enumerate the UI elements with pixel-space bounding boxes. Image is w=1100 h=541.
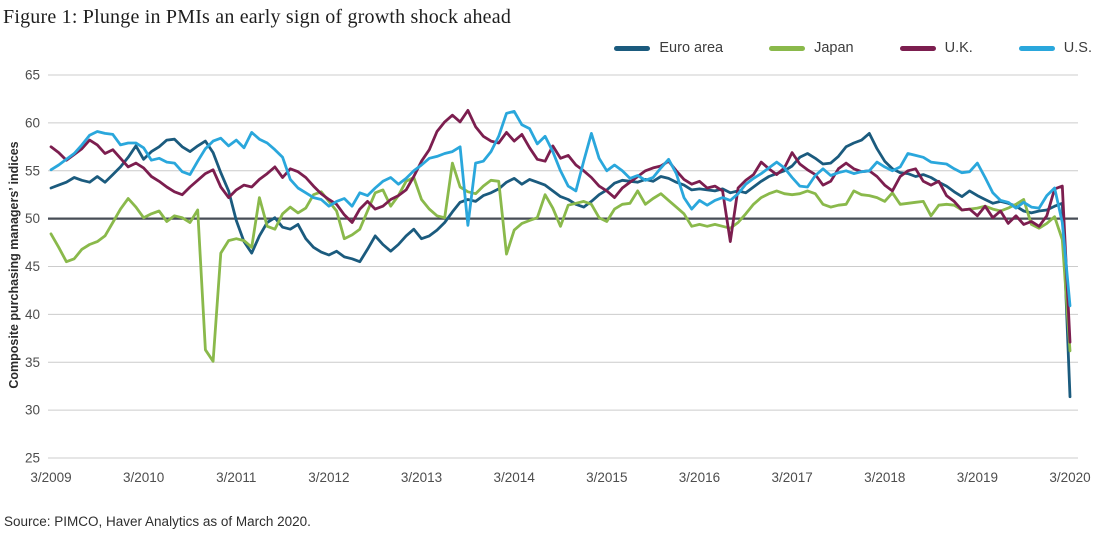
y-tick-label: 30	[25, 403, 40, 418]
y-axis-title: Composite purchasing managers’ indices	[7, 141, 21, 389]
y-tick-label: 60	[25, 115, 40, 130]
legend-label: Euro area	[659, 40, 724, 56]
figure-title: Figure 1: Plunge in PMIs an early sign o…	[3, 6, 512, 28]
series-line-japan	[49, 161, 1072, 363]
legend-label: U.K.	[944, 40, 973, 56]
x-tick-label: 3/2018	[864, 470, 905, 485]
legend-swatch-icon	[769, 45, 806, 51]
y-tick-label: 45	[25, 259, 40, 274]
series-line-euro-area	[49, 131, 1072, 399]
legend-label: Japan	[814, 40, 854, 56]
legend-label: U.S.	[1063, 40, 1092, 56]
y-tick-label: 35	[25, 355, 40, 370]
y-tick-label: 65	[25, 68, 40, 83]
chart-legend: Euro area Japan U.K. U.S.	[568, 40, 1092, 56]
x-tick-label: 3/2009	[30, 470, 71, 485]
x-tick-label: 3/2012	[308, 470, 349, 485]
legend-swatch-icon	[614, 45, 651, 51]
x-tick-label: 3/2016	[679, 470, 720, 485]
y-tick-label: 55	[25, 163, 40, 178]
legend-swatch-icon	[899, 45, 936, 51]
x-tick-label: 3/2014	[494, 470, 536, 485]
x-tick-label: 3/2017	[771, 470, 812, 485]
series-line-u-k	[49, 109, 1072, 344]
y-tick-label: 40	[25, 307, 40, 322]
x-tick-label: 3/2011	[216, 470, 256, 485]
x-tick-label: 3/2019	[957, 470, 998, 485]
legend-item-euro-area: Euro area	[614, 40, 723, 56]
legend-item-u-s: U.S.	[1018, 40, 1092, 56]
legend-item-japan: Japan	[769, 40, 854, 56]
legend-swatch-icon	[1018, 45, 1055, 51]
y-tick-label: 25	[25, 451, 40, 466]
x-tick-label: 3/2010	[123, 470, 164, 485]
x-tick-label: 3/2013	[401, 470, 442, 485]
y-tick-label: 50	[25, 211, 40, 226]
source-note: Source: PIMCO, Haver Analytics as of Mar…	[4, 514, 311, 529]
series-line-u-s	[49, 110, 1072, 308]
x-tick-label: 3/2020	[1049, 470, 1090, 485]
x-tick-label: 3/2015	[586, 470, 627, 485]
legend-item-u-k: U.K.	[899, 40, 973, 56]
